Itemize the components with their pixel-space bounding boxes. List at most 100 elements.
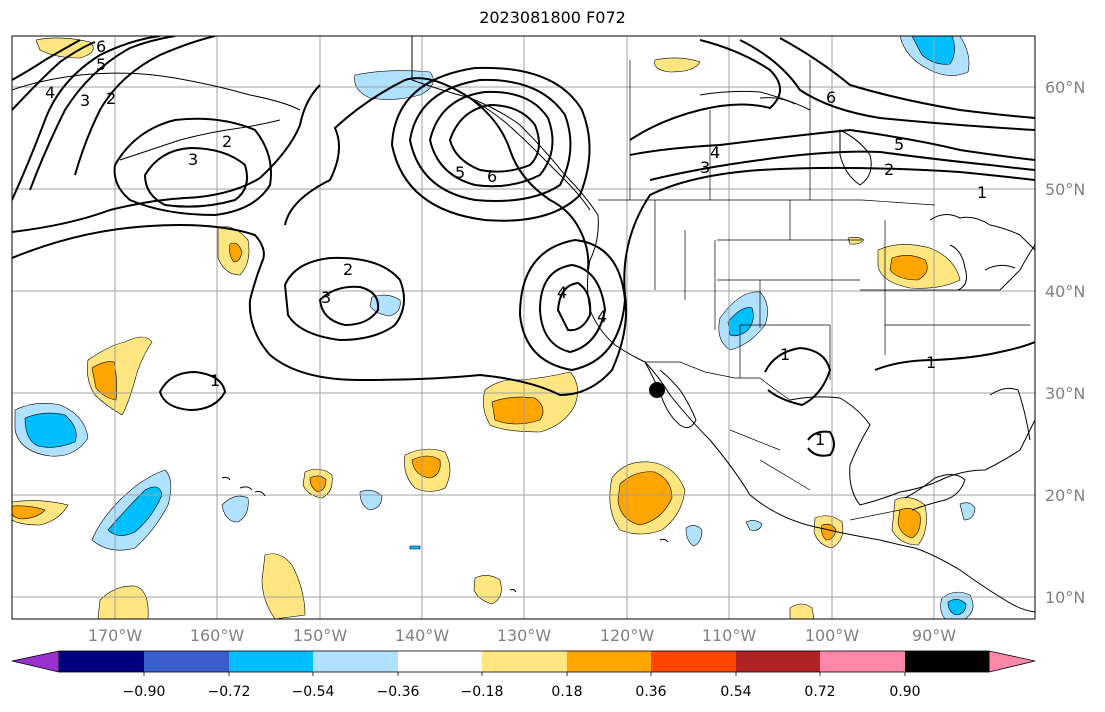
colorbar-segment: [144, 651, 229, 672]
contour-label: 3: [321, 288, 331, 307]
lon-label: 170°W: [88, 626, 143, 645]
warm-anomaly-core: [491, 396, 544, 425]
colorbar-tick-label: −0.72: [208, 684, 251, 700]
contour-label: 2: [222, 132, 232, 151]
cool-anomaly: [685, 525, 703, 547]
cool-anomaly-core: [727, 307, 754, 337]
warm-anomaly-core: [897, 508, 921, 539]
latitude-labels: 60°N 50°N 40°N 30°N 20°N 10°N: [1045, 78, 1085, 607]
lon-label: 160°W: [190, 626, 245, 645]
warm-anomaly-core: [411, 455, 441, 479]
map-title: 2023081800 F072: [479, 8, 626, 27]
warm-anomaly-core: [12, 505, 46, 520]
colorbar-segment: [59, 651, 144, 672]
contour-label: 5: [96, 55, 106, 74]
contour-label: 2: [884, 160, 894, 179]
political-borders: [411, 36, 1030, 521]
cool-anomaly-core: [947, 599, 967, 616]
contour-line: [74, 36, 216, 176]
warm-anomaly: [97, 585, 149, 619]
contour-label: 5: [894, 135, 904, 154]
yucatan: [904, 474, 966, 511]
contour-line: [158, 370, 227, 412]
cool-anomaly-core: [24, 412, 77, 448]
lat-label: 30°N: [1045, 384, 1085, 403]
contour-label: 4: [557, 283, 567, 302]
contour-line: [284, 77, 590, 271]
warm-anomaly-core: [889, 255, 928, 281]
contour-lines: [12, 36, 1035, 457]
us-canada-border: [598, 199, 936, 206]
contour-line: [629, 128, 1035, 161]
colorbar-segment: [482, 651, 567, 672]
canada-province-lines: [629, 60, 811, 200]
north-america-west-coast: [411, 36, 1035, 613]
contour-label: 1: [780, 345, 790, 364]
warm-anomaly: [789, 603, 815, 619]
warm-anomaly-core: [309, 475, 327, 493]
colorbar-tick-label: 0.36: [635, 684, 666, 700]
us-mexico-border: [645, 361, 791, 401]
contour-line: [113, 117, 272, 217]
contour-line: [12, 41, 96, 111]
contour-line: [779, 37, 1035, 119]
colorbar-segment: [820, 651, 905, 672]
colorbar-tick-label: 0.90: [889, 684, 920, 700]
lon-label: 110°W: [702, 626, 757, 645]
contour-line: [390, 66, 591, 222]
hudson-coast: [839, 129, 872, 186]
florida: [989, 387, 1031, 441]
lat-label: 10°N: [1045, 588, 1085, 607]
alaska-coast: [12, 72, 301, 161]
contour-label: 1: [210, 371, 220, 390]
warm-anomaly-core: [91, 361, 117, 401]
contour-line: [538, 263, 607, 354]
lon-label: 90°W: [912, 626, 956, 645]
cool-anomaly: [745, 520, 763, 531]
warm-anomaly: [847, 237, 865, 245]
contour-line: [12, 166, 1035, 397]
cool-anomaly: [959, 502, 976, 521]
lat-label: 40°N: [1045, 282, 1085, 301]
lon-label: 140°W: [395, 626, 450, 645]
islands: [509, 538, 669, 593]
lon-label: 120°W: [600, 626, 655, 645]
colorbar-tick-label: −0.18: [461, 684, 504, 700]
contour-line: [408, 78, 572, 202]
contour-label: 6: [826, 88, 836, 107]
contour-label: 3: [700, 158, 710, 177]
lat-label: 50°N: [1045, 180, 1085, 199]
contour-label: 2: [106, 89, 116, 108]
contour-label: 4: [710, 143, 720, 162]
colorbar-tick-label: 0.18: [551, 684, 582, 700]
contour-line: [12, 39, 81, 81]
contour-line: [874, 341, 1035, 371]
contour-label: 1: [926, 353, 936, 372]
contour-line: [143, 146, 248, 208]
contour-label: 3: [80, 91, 90, 110]
contour-line: [764, 346, 832, 407]
colorbar-tick-label: 0.72: [804, 684, 835, 700]
contour-line: [318, 285, 380, 327]
anomaly-fills: [12, 36, 976, 619]
mexico-state-lines: [729, 429, 901, 521]
colorbar: −0.90 −0.72 −0.54 −0.36 −0.18 0.18 0.36 …: [11, 650, 1036, 700]
lon-label: 100°W: [805, 626, 860, 645]
map-frame: [11, 35, 1036, 620]
longitude-labels: 170°W 160°W 150°W 140°W 130°W 120°W 110°…: [88, 626, 956, 645]
contour-label: 4: [45, 83, 55, 102]
colorbar-max-extend: [988, 650, 1036, 673]
contour-line: [739, 39, 1035, 131]
contour-line: [12, 84, 321, 233]
graticule: [12, 36, 1035, 619]
colorbar-tick-label: −0.36: [377, 684, 420, 700]
colorbar-segment: [398, 651, 482, 672]
contour-line: [428, 90, 554, 188]
great-lakes: [929, 214, 1035, 291]
cool-anomaly: [221, 495, 249, 523]
contour-label: 5: [455, 163, 465, 182]
canada-coast: [469, 97, 591, 211]
contour-line: [556, 281, 592, 332]
colorbar-segment: [567, 651, 651, 672]
lon-label: 150°W: [293, 626, 348, 645]
